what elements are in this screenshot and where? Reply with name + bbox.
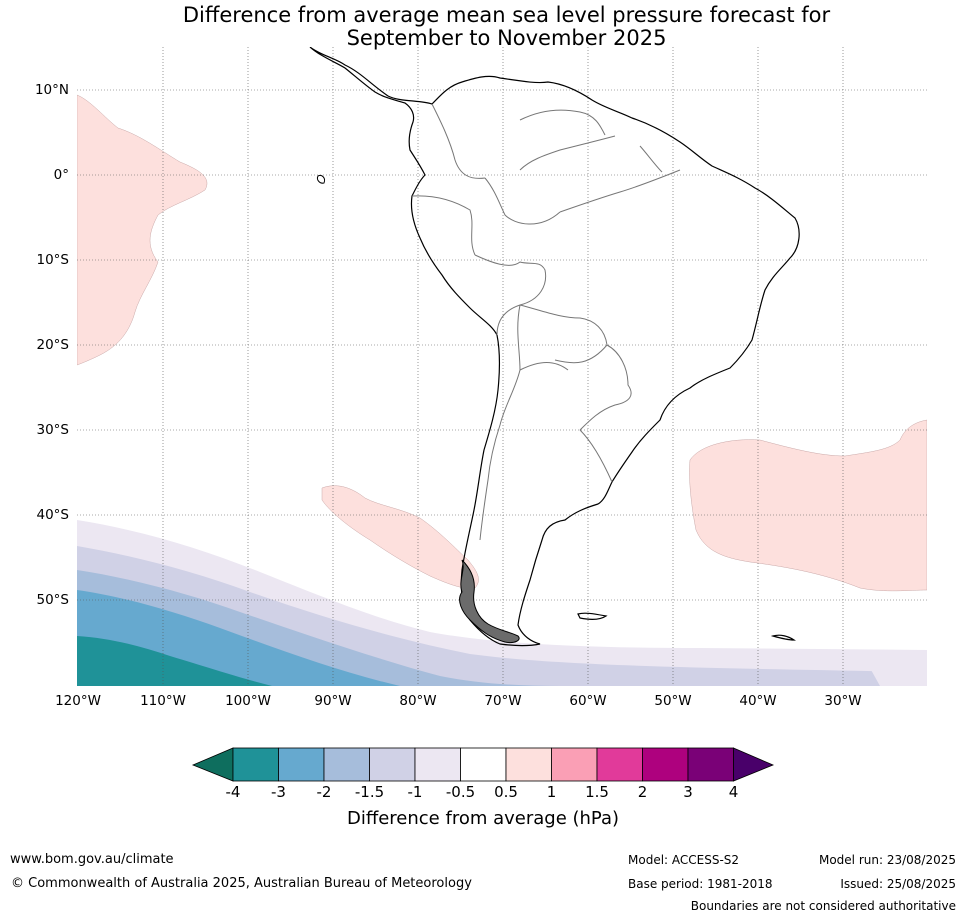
lat-tick-label: 20°S — [36, 337, 70, 353]
lon-tick-label: 120°W — [55, 693, 101, 709]
positive-anomaly-pacific-north — [77, 94, 208, 366]
lon-tick-label: 60°W — [569, 693, 607, 709]
lon-tick-label: 30°W — [824, 693, 862, 709]
country-borders — [411, 103, 681, 541]
anomaly-band-ne-corner — [860, 650, 927, 686]
south-america-coastline — [309, 47, 800, 647]
colorbar-tick-label: 1 — [546, 783, 557, 801]
lat-tick-label: 10°S — [36, 252, 70, 268]
copyright-text: © Commonwealth of Australia 2025, Austra… — [11, 876, 472, 891]
colorbar-tick-label: 4 — [728, 783, 739, 801]
colorbar-tick-label: -2 — [316, 783, 332, 801]
positive-anomaly-chile-coast — [321, 485, 479, 589]
model-run-date: Model run: 23/08/2025 — [818, 853, 956, 867]
colorbar-cell — [551, 747, 598, 782]
colorbar-cell — [414, 747, 461, 782]
boundaries-disclaimer: Boundaries are not considered authoritat… — [690, 899, 956, 913]
colorbar-cell — [460, 747, 507, 782]
lon-tick-label: 40°W — [739, 693, 777, 709]
lat-tick-label: 50°S — [36, 592, 70, 608]
colorbar-title: Difference from average (hPa) — [346, 808, 620, 829]
colorbar-cell — [369, 747, 416, 782]
lat-tick-label: 0° — [53, 167, 69, 183]
lon-tick-label: 70°W — [484, 693, 522, 709]
map-title-line-1: Difference from average mean sea level p… — [182, 3, 831, 27]
colorbar-cell — [505, 747, 552, 782]
lon-tick-label: 80°W — [399, 693, 437, 709]
lon-tick-label: 110°W — [140, 693, 186, 709]
colorbar-tick-label: -1 — [407, 783, 423, 801]
map-title-line-2: September to November 2025 — [346, 26, 667, 50]
base-period: Base period: 1981-2018 — [628, 877, 773, 891]
positive-anomaly-atlantic — [689, 419, 927, 592]
tierra-del-fuego-archipelago — [459, 559, 520, 643]
bom-url-link[interactable]: www.bom.gov.au/climate — [10, 852, 174, 867]
colorbar-tick-label: 3 — [683, 783, 693, 801]
map-title: Difference from average mean sea level p… — [0, 4, 965, 50]
colorbar-cell — [687, 747, 734, 782]
lon-tick-label: 100°W — [225, 693, 271, 709]
colorbar-tick-label: -0.5 — [445, 783, 476, 801]
south-georgia-island — [770, 634, 796, 641]
anomaly-band-neg-3 — [77, 636, 272, 686]
falklands-island — [577, 612, 608, 620]
colorbar-cell — [596, 747, 643, 782]
colorbar — [191, 747, 775, 782]
colorbar-tick-label: 1.5 — [585, 783, 609, 801]
issued-date: Issued: 25/08/2025 — [840, 877, 956, 891]
colorbar-extend-high — [733, 747, 775, 782]
model-name: Model: ACCESS-S2 — [628, 853, 740, 867]
colorbar-cell — [323, 747, 370, 782]
colorbar-cell — [642, 747, 689, 782]
graticule — [77, 47, 927, 686]
colorbar-extend-low — [191, 747, 234, 782]
lat-tick-label: 30°S — [36, 422, 70, 438]
lon-tick-label: 90°W — [314, 693, 352, 709]
galapagos-islands — [317, 175, 325, 184]
colorbar-tick-label: -3 — [271, 783, 286, 801]
colorbar-cell — [232, 747, 279, 782]
lon-tick-label: 50°W — [654, 693, 692, 709]
colorbar-cell — [278, 747, 325, 782]
colorbar-tick-label: -4 — [225, 783, 241, 801]
lat-tick-label: 40°S — [36, 507, 70, 523]
colorbar-tick-label: -1.5 — [354, 783, 385, 801]
colorbar-tick-label: 0.5 — [494, 783, 518, 801]
lat-tick-label: 10°N — [34, 82, 69, 98]
colorbar-tick-label: 2 — [637, 783, 648, 801]
